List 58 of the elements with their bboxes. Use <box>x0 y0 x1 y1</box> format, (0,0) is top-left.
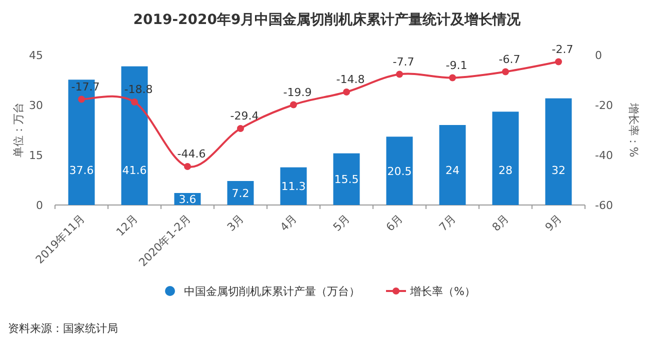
point <box>131 98 138 106</box>
bar <box>280 167 307 205</box>
y-tick-label: 30 <box>29 99 43 112</box>
y2-tick-label: -40 <box>595 149 613 162</box>
data-label: 37.6 <box>69 164 94 177</box>
x-tick-label: 6月 <box>384 212 406 234</box>
data-label: 28 <box>498 164 512 177</box>
y-tick-label: 45 <box>29 49 43 62</box>
data-label: -7.7 <box>392 55 414 68</box>
data-label: -2.7 <box>552 42 574 56</box>
y-axis-title: 单位：万台 <box>12 102 25 158</box>
data-label: 7.2 <box>232 187 250 200</box>
y2-tick-label: -20 <box>595 99 613 112</box>
y2-tick-label: 0 <box>595 49 602 62</box>
point <box>396 70 403 78</box>
point <box>290 101 297 108</box>
y2-axis-title: 增长率：% <box>627 102 640 158</box>
x-tick-label: 4月 <box>278 212 300 234</box>
point <box>502 68 509 76</box>
point <box>555 58 562 66</box>
data-label: -19.9 <box>283 86 312 99</box>
point <box>343 88 350 96</box>
data-label: 24 <box>446 164 460 177</box>
bar <box>227 181 254 205</box>
bar <box>492 112 519 205</box>
data-label: 20.5 <box>387 164 412 178</box>
bar <box>439 125 466 205</box>
x-tick-label: 7月 <box>436 212 459 234</box>
data-label: -9.1 <box>446 58 468 72</box>
data-label: -29.4 <box>230 110 259 122</box>
data-label: 3.6 <box>178 193 196 206</box>
x-tick-label: 5月 <box>330 212 353 234</box>
legend-中国金属切削机床累计产量（万台）: 中国金属切削机床累计产量（万台） <box>165 285 360 298</box>
bar <box>333 153 360 205</box>
data-label: 11.3 <box>281 180 306 194</box>
data-label: -44.6 <box>177 148 206 160</box>
data-label: 32 <box>552 164 566 177</box>
x-tick-label: 3月 <box>224 212 247 234</box>
bar <box>545 98 572 205</box>
data-label: -14.8 <box>336 73 365 86</box>
legend-label: 增长率（%） <box>409 285 476 298</box>
data-label: 15.5 <box>334 173 359 186</box>
x-tick-label: 12月 <box>114 212 141 239</box>
data-label: -6.7 <box>498 52 520 66</box>
x-tick-label: 9月 <box>542 212 565 234</box>
point <box>237 125 244 132</box>
point <box>449 74 456 82</box>
text: 资料来源：国家统计局 <box>8 322 118 335</box>
point <box>184 163 191 170</box>
legend-增长率（%）: 增长率（%） <box>386 285 476 298</box>
bar <box>386 136 413 205</box>
chart-title: 2019-2020年9月中国金属切削机床累计产量统计及增长情况 <box>133 11 522 28</box>
y-tick-label: 15 <box>29 149 43 162</box>
y-tick-label: 0 <box>36 199 43 212</box>
point <box>78 96 85 103</box>
x-tick-label: 8月 <box>490 212 512 234</box>
data-label: 41.6 <box>122 164 147 177</box>
y2-tick-label: -60 <box>595 199 613 212</box>
